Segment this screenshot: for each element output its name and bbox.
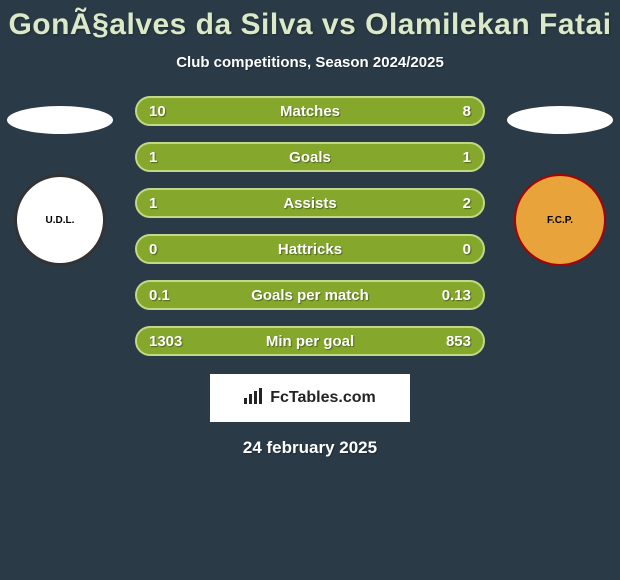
stat-label: Hattricks — [278, 241, 342, 258]
date-text: 24 february 2025 — [0, 438, 620, 458]
stat-label: Min per goal — [266, 333, 354, 350]
page-title: GonÃ§alves da Silva vs Olamilekan Fatai — [0, 0, 620, 42]
stat-row-hattricks: 0 Hattricks 0 — [135, 234, 485, 264]
player-photo-right — [507, 106, 613, 134]
stat-val-left: 0 — [149, 241, 157, 258]
stat-label: Assists — [283, 195, 336, 212]
page-container: GonÃ§alves da Silva vs Olamilekan Fatai … — [0, 0, 620, 580]
stat-val-left: 1303 — [149, 333, 182, 350]
stat-row-goals-per-match: 0.1 Goals per match 0.13 — [135, 280, 485, 310]
stat-row-goals: 1 Goals 1 — [135, 142, 485, 172]
stats-column: 10 Matches 8 1 Goals 1 1 Assists 2 0 Hat… — [135, 96, 485, 356]
stat-val-left: 10 — [149, 103, 166, 120]
player-photo-left — [7, 106, 113, 134]
stat-val-right: 853 — [446, 333, 471, 350]
chart-icon — [244, 388, 264, 409]
left-column: U.D.L. — [0, 96, 120, 266]
stat-val-right: 0.13 — [442, 287, 471, 304]
stat-val-right: 1 — [463, 149, 471, 166]
club-logo-right: F.C.P. — [514, 174, 606, 266]
right-column: F.C.P. — [500, 96, 620, 266]
stat-label: Matches — [280, 103, 340, 120]
main-area: U.D.L. F.C.P. 10 Matches 8 1 Goals 1 1 A… — [0, 96, 620, 356]
club-logo-left: U.D.L. — [14, 174, 106, 266]
stat-label: Goals — [289, 149, 331, 166]
club-logo-right-text: F.C.P. — [547, 215, 573, 226]
stat-val-left: 0.1 — [149, 287, 170, 304]
source-badge: FcTables.com — [210, 374, 410, 422]
club-logo-left-text: U.D.L. — [46, 215, 75, 226]
source-badge-text: FcTables.com — [270, 389, 376, 407]
stat-row-matches: 10 Matches 8 — [135, 96, 485, 126]
page-subtitle: Club competitions, Season 2024/2025 — [0, 54, 620, 71]
stat-val-left: 1 — [149, 149, 157, 166]
stat-label: Goals per match — [251, 287, 369, 304]
stat-val-right: 2 — [463, 195, 471, 212]
stat-row-min-per-goal: 1303 Min per goal 853 — [135, 326, 485, 356]
stat-val-left: 1 — [149, 195, 157, 212]
stat-val-right: 0 — [463, 241, 471, 258]
stat-val-right: 8 — [463, 103, 471, 120]
stat-row-assists: 1 Assists 2 — [135, 188, 485, 218]
